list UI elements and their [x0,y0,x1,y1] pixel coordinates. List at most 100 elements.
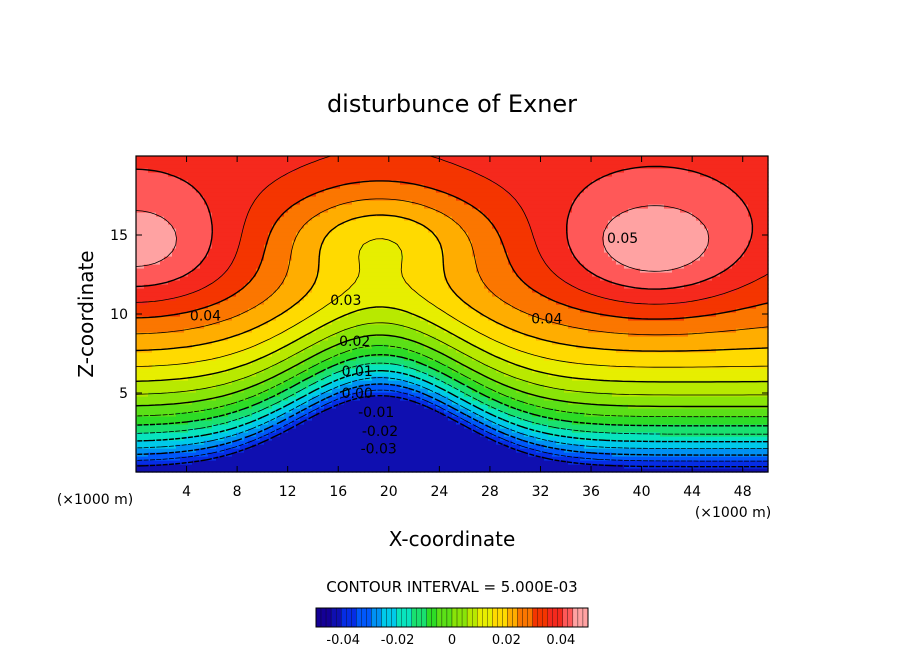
contour-cell [172,188,177,193]
contour-cell [308,272,313,277]
contour-cell [220,168,225,173]
contour-cell [200,300,205,305]
contour-cell [312,204,317,209]
contour-cell [304,236,309,241]
contour-cell [228,228,233,233]
contour-cell [164,304,169,309]
contour-cell [296,316,301,321]
contour-cell [380,184,385,189]
contour-cell [276,180,281,185]
contour-cell [172,412,177,417]
contour-cell [312,264,317,269]
contour-cell [304,256,309,261]
contour-cell [324,388,329,393]
contour-cell [360,340,365,345]
contour-cell [344,276,349,281]
contour-cell [384,216,389,221]
contour-cell [304,380,309,385]
contour-cell [248,376,253,381]
contour-cell [348,436,353,441]
contour-cell [292,400,297,405]
contour-cell [312,356,317,361]
contour-cell [376,180,381,185]
contour-cell [308,228,313,233]
contour-cell [272,276,277,281]
contour-cell [232,400,237,405]
plot-area: -0.03-0.02-0.010.000.010.020.030.04 0.040… [135,155,769,473]
contour-cell [352,196,357,201]
contour-cell [272,456,277,461]
contour-cell [188,268,193,273]
contour-cell [260,412,265,417]
contour-cell [328,392,333,397]
contour-cell [356,364,361,369]
contour-cell [324,176,329,181]
contour-cell [148,264,153,269]
contour-cell [204,352,209,357]
contour-cell [284,336,289,341]
contour-cell [212,156,217,161]
contour-cell [368,248,373,253]
contour-cell [148,464,153,469]
contour-cell [220,208,225,213]
contour-cell [308,376,313,381]
contour-cell [324,296,329,301]
contour-cell [360,200,365,205]
contour-cell [300,168,305,173]
contour-cell [292,280,297,285]
contour-cell [220,360,225,365]
contour-cell [380,164,385,169]
contour-cell [200,336,205,341]
contour-cell [140,460,145,465]
contour-cell [252,192,257,197]
contour-cell [276,208,281,213]
contour-cell [176,280,181,285]
contour-cell [280,272,285,277]
contour-cell [344,280,349,285]
contour-cell [200,228,205,233]
contour-cell [260,428,265,433]
contour-cell [240,468,245,473]
contour-cell [268,220,273,225]
contour-cell [356,160,361,165]
contour-cell [140,436,145,441]
contour-cell [224,244,229,249]
contour-cell [156,256,161,261]
contour-cell [264,396,269,401]
contour-cell [284,332,289,337]
contour-cell [288,420,293,425]
contour-cell [352,392,357,397]
contour-cell [320,180,325,185]
contour-cell [164,168,169,173]
contour-cell [156,356,161,361]
contour-cell [328,308,333,313]
contour-cell [288,308,293,313]
contour-cell [292,232,297,237]
contour-cell [172,324,177,329]
contour-cell [248,208,253,213]
contour-cell [312,436,317,441]
contour-cell [312,380,317,385]
contour-cell [136,328,141,333]
contour-cell [264,416,269,421]
contour-cell [220,452,225,457]
contour-cell [192,232,197,237]
contour-cell [184,228,189,233]
contour-cell [288,160,293,165]
contour-cell [316,348,321,353]
contour-cell [172,408,177,413]
contour-cell [344,180,349,185]
contour-cell [264,360,269,365]
contour-cell [320,184,325,189]
contour-cell [196,188,201,193]
contour-cell [340,260,345,265]
contour-cell [200,180,205,185]
contour-cell [244,372,249,377]
contour-cell [176,320,181,325]
contour-cell [256,456,261,461]
contour-cell [248,300,253,305]
contour-cell [200,416,205,421]
contour-cell [372,376,377,381]
contour-cell [224,272,229,277]
contour-cell [200,436,205,441]
